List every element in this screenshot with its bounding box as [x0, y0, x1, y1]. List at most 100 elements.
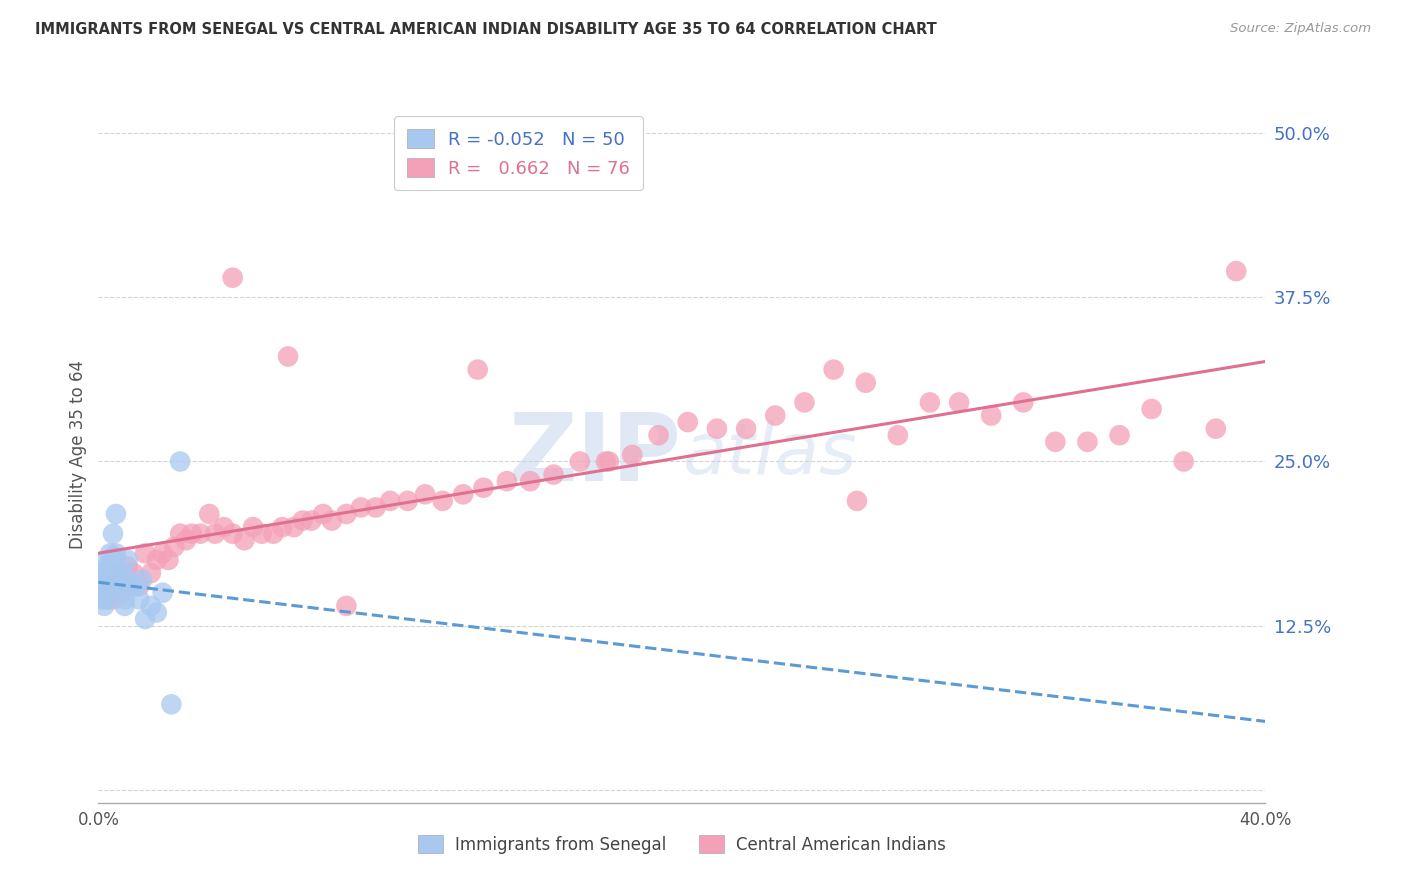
Point [128, 579, 150, 593]
Point [96, 579, 118, 593]
Text: IMMIGRANTS FROM SENEGAL VS CENTRAL AMERICAN INDIAN DISABILITY AGE 35 TO 64 CORRE: IMMIGRANTS FROM SENEGAL VS CENTRAL AMERI… [35, 22, 936, 37]
Point [96, 553, 118, 567]
Point [93, 586, 115, 600]
Point [139, 566, 162, 580]
Point [169, 454, 191, 468]
Point [495, 474, 517, 488]
Point [793, 395, 815, 409]
Point [676, 415, 699, 429]
Point [134, 612, 156, 626]
Point [948, 395, 970, 409]
Point [221, 526, 243, 541]
Point [169, 526, 191, 541]
Point [160, 698, 183, 712]
Point [108, 566, 131, 580]
Point [117, 559, 139, 574]
Point [350, 500, 373, 515]
Point [855, 376, 877, 390]
Point [93, 586, 115, 600]
Point [918, 395, 941, 409]
Point [111, 586, 134, 600]
Point [364, 500, 387, 515]
Point [647, 428, 669, 442]
Point [598, 454, 620, 468]
Point [98, 566, 121, 580]
Point [114, 592, 136, 607]
Point [104, 553, 127, 567]
Point [277, 350, 299, 364]
Point [101, 592, 124, 607]
Point [396, 494, 419, 508]
Point [93, 592, 115, 607]
Point [152, 586, 174, 600]
Point [1076, 434, 1098, 449]
Point [735, 422, 758, 436]
Point [98, 579, 121, 593]
Point [472, 481, 495, 495]
Point [212, 520, 235, 534]
Point [378, 494, 402, 508]
Point [519, 474, 541, 488]
Point [131, 573, 153, 587]
Point [104, 579, 127, 593]
Point [204, 526, 226, 541]
Point [283, 520, 305, 534]
Point [335, 507, 357, 521]
Point [321, 514, 343, 528]
Point [111, 579, 134, 593]
Point [90, 573, 112, 587]
Point [467, 362, 489, 376]
Point [90, 579, 112, 593]
Point [101, 579, 124, 593]
Point [96, 579, 118, 593]
Point [120, 579, 142, 593]
Point [114, 599, 136, 613]
Point [101, 566, 124, 580]
Point [98, 573, 121, 587]
Text: atlas: atlas [682, 420, 856, 490]
Point [299, 514, 322, 528]
Point [242, 520, 264, 534]
Point [93, 579, 115, 593]
Point [1012, 395, 1035, 409]
Point [262, 526, 284, 541]
Point [90, 592, 112, 607]
Legend: Immigrants from Senegal, Central American Indians: Immigrants from Senegal, Central America… [412, 829, 952, 861]
Point [104, 507, 127, 521]
Point [98, 573, 121, 587]
Point [1173, 454, 1195, 468]
Point [163, 540, 186, 554]
Point [90, 586, 112, 600]
Point [823, 362, 845, 376]
Point [312, 507, 335, 521]
Point [980, 409, 1002, 423]
Point [146, 553, 169, 567]
Point [98, 559, 121, 574]
Point [146, 606, 169, 620]
Point [128, 592, 150, 607]
Point [96, 559, 118, 574]
Point [98, 546, 121, 560]
Point [93, 566, 115, 580]
Point [845, 494, 868, 508]
Point [101, 526, 124, 541]
Point [763, 409, 786, 423]
Point [451, 487, 474, 501]
Point [180, 526, 202, 541]
Point [174, 533, 197, 548]
Point [108, 579, 131, 593]
Point [1108, 428, 1130, 442]
Y-axis label: Disability Age 35 to 64: Disability Age 35 to 64 [69, 360, 87, 549]
Point [706, 422, 728, 436]
Point [250, 526, 273, 541]
Point [93, 599, 115, 613]
Point [291, 514, 314, 528]
Point [1140, 401, 1163, 416]
Point [96, 573, 118, 587]
Point [96, 566, 118, 580]
Point [271, 520, 294, 534]
Point [122, 566, 145, 580]
Point [96, 592, 118, 607]
Point [432, 494, 454, 508]
Text: ZIP: ZIP [509, 409, 682, 501]
